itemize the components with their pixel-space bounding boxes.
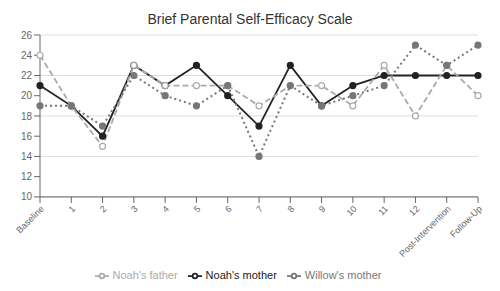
svg-text:5: 5 — [192, 204, 203, 215]
svg-text:Baseline: Baseline — [14, 204, 45, 235]
svg-text:12: 12 — [407, 204, 421, 218]
svg-text:12: 12 — [21, 171, 33, 182]
html-text:Willow's mother: Willow's mother — [304, 268, 382, 281]
svg-text:20: 20 — [21, 90, 33, 101]
svg-text:8: 8 — [286, 204, 297, 215]
html-text:Brief Parental Self-Efficacy S: Brief Parental Self-Efficacy Scale — [147, 11, 353, 27]
svg-text:3: 3 — [129, 204, 140, 215]
svg-text:24: 24 — [21, 50, 33, 61]
svg-text:10: 10 — [345, 204, 359, 218]
svg-text:9: 9 — [317, 204, 328, 215]
svg-text:16: 16 — [21, 131, 33, 142]
svg-text:2: 2 — [98, 204, 109, 215]
svg-text:10: 10 — [21, 191, 33, 202]
svg-text:1: 1 — [67, 204, 78, 215]
svg-text:26: 26 — [21, 30, 33, 41]
svg-text:7: 7 — [254, 204, 265, 215]
svg-text:18: 18 — [21, 111, 33, 122]
svg-text:Post-Intervention: Post-Intervention — [397, 204, 452, 259]
svg-text:4: 4 — [160, 204, 171, 215]
svg-text:14: 14 — [21, 151, 33, 162]
html-text:Noah's mother: Noah's mother — [205, 268, 277, 281]
svg-text:11: 11 — [376, 204, 390, 218]
svg-text:Follow-Up: Follow-Up — [448, 204, 484, 240]
svg-text:6: 6 — [223, 204, 234, 215]
html-text:Noah's father: Noah's father — [112, 268, 178, 281]
svg-text:22: 22 — [21, 70, 33, 81]
